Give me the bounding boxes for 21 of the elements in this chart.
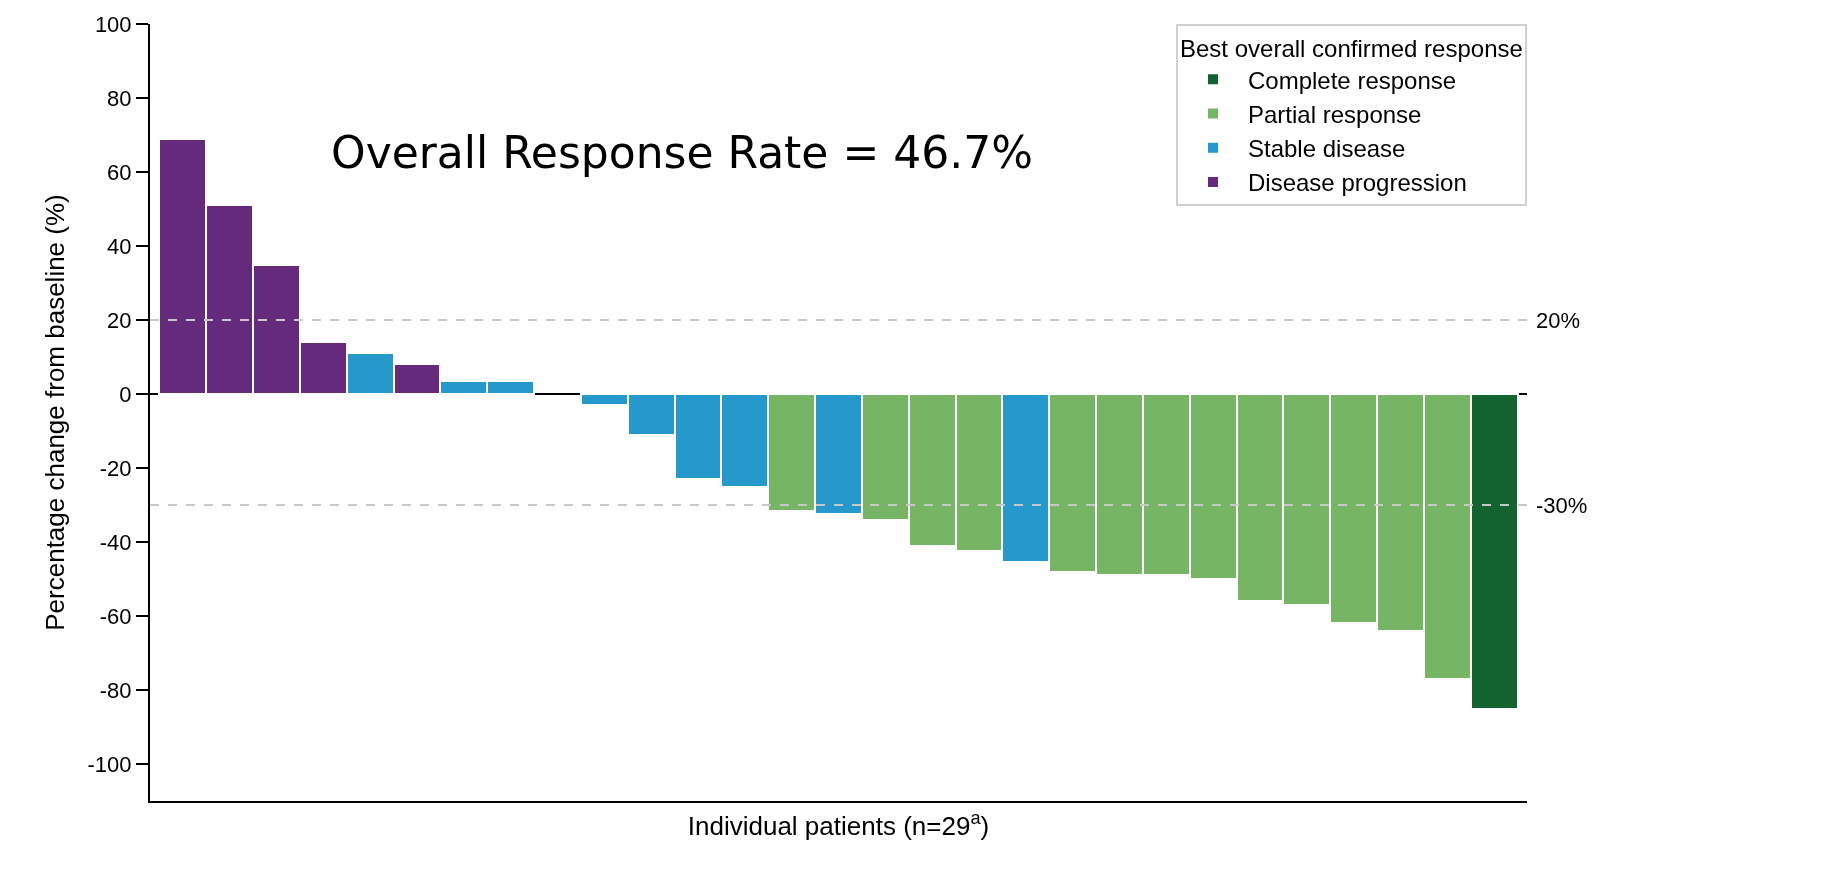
y-tick-label: -60 bbox=[99, 603, 132, 629]
y-tick-label: 0 bbox=[119, 381, 132, 407]
y-tick-label: 100 bbox=[94, 11, 132, 37]
x-axis-title: Individual patients (n=29$^{a}$) bbox=[687, 808, 990, 842]
y-tick-label: 20 bbox=[107, 307, 132, 333]
annotation: Overall Response Rate = 46.7% bbox=[331, 127, 1034, 178]
y-tick-label: -20 bbox=[99, 455, 132, 481]
y-tick-label: -100 bbox=[87, 751, 132, 777]
ref-line-label: -30% bbox=[1536, 493, 1588, 518]
y-axis-title: Percentage change from baseline (%) bbox=[40, 194, 71, 631]
y-tick-label: -40 bbox=[99, 529, 132, 555]
legend-label: Disease progression bbox=[1248, 169, 1467, 197]
y-tick-label: -80 bbox=[99, 677, 132, 703]
y-tick-label: 40 bbox=[107, 233, 132, 259]
y-tick-label: 80 bbox=[107, 85, 132, 111]
legend-label: Partial response bbox=[1248, 100, 1422, 128]
legend-label: Stable disease bbox=[1248, 135, 1406, 163]
legend-label: Complete response bbox=[1248, 66, 1457, 94]
legend-title: Best overall confirmed response bbox=[1180, 35, 1523, 63]
y-tick-label: 60 bbox=[107, 159, 132, 185]
ref-line-label: 20% bbox=[1536, 308, 1581, 333]
